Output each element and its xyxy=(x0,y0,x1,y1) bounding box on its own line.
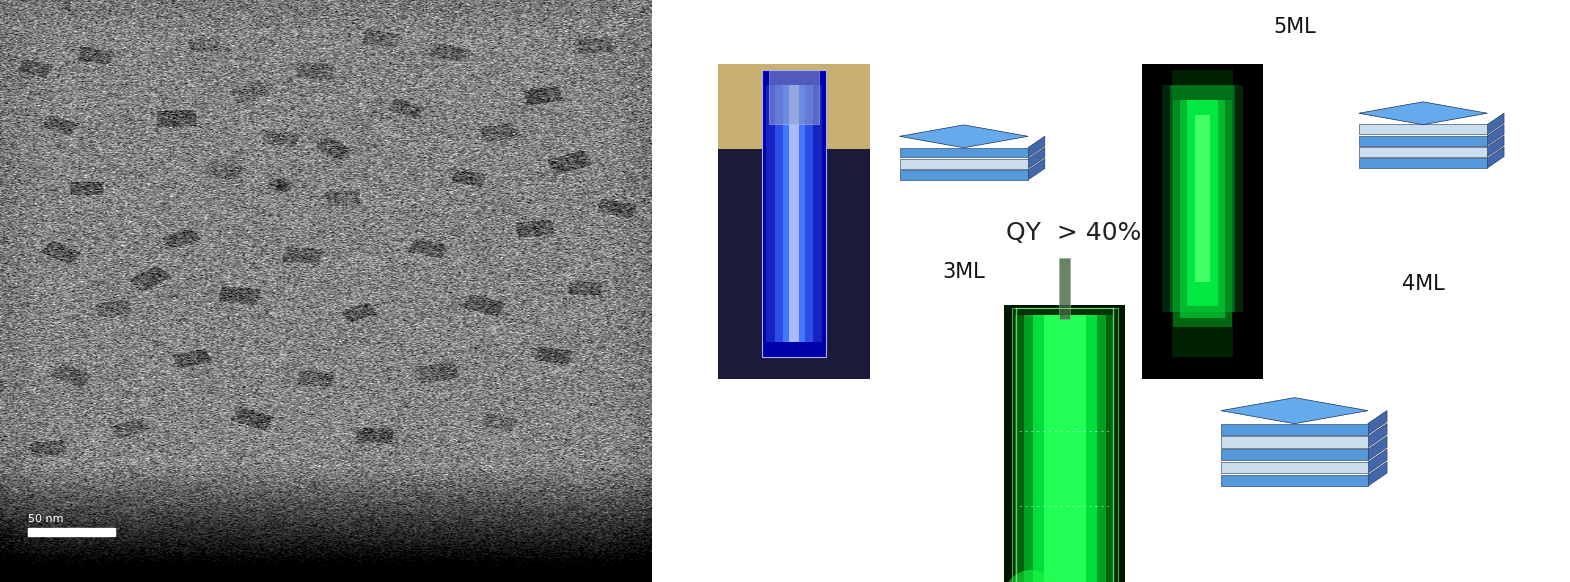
Polygon shape xyxy=(1358,125,1487,134)
Polygon shape xyxy=(1487,136,1504,157)
Polygon shape xyxy=(1358,136,1487,146)
FancyBboxPatch shape xyxy=(1170,85,1236,312)
FancyBboxPatch shape xyxy=(1024,315,1107,582)
Polygon shape xyxy=(1358,158,1487,168)
Polygon shape xyxy=(900,170,1028,180)
FancyBboxPatch shape xyxy=(1162,85,1243,312)
Polygon shape xyxy=(1487,125,1504,146)
Polygon shape xyxy=(1221,436,1367,448)
FancyBboxPatch shape xyxy=(1005,305,1126,582)
Polygon shape xyxy=(1358,147,1487,157)
Polygon shape xyxy=(1367,410,1386,435)
Polygon shape xyxy=(1358,102,1487,125)
Text: 3ML: 3ML xyxy=(942,262,986,282)
Polygon shape xyxy=(900,148,1028,157)
FancyBboxPatch shape xyxy=(1033,315,1097,582)
Polygon shape xyxy=(1487,113,1504,134)
FancyBboxPatch shape xyxy=(1173,100,1232,327)
FancyBboxPatch shape xyxy=(1195,115,1210,282)
Polygon shape xyxy=(1028,136,1044,157)
FancyBboxPatch shape xyxy=(788,85,799,342)
FancyBboxPatch shape xyxy=(766,85,821,342)
Polygon shape xyxy=(1487,147,1504,168)
FancyBboxPatch shape xyxy=(1181,100,1225,318)
FancyBboxPatch shape xyxy=(783,85,805,342)
FancyBboxPatch shape xyxy=(717,64,870,148)
Polygon shape xyxy=(1367,449,1386,473)
FancyBboxPatch shape xyxy=(769,70,820,125)
Polygon shape xyxy=(1221,424,1367,435)
Polygon shape xyxy=(1367,436,1386,460)
FancyBboxPatch shape xyxy=(1187,100,1218,306)
Polygon shape xyxy=(1221,462,1367,473)
Polygon shape xyxy=(1221,398,1367,424)
FancyBboxPatch shape xyxy=(1060,258,1071,318)
FancyBboxPatch shape xyxy=(1013,308,1118,582)
Ellipse shape xyxy=(1005,570,1060,582)
FancyBboxPatch shape xyxy=(761,70,826,357)
Polygon shape xyxy=(1028,147,1044,169)
Polygon shape xyxy=(1367,423,1386,448)
Polygon shape xyxy=(1221,449,1367,460)
Text: 50 nm: 50 nm xyxy=(28,514,64,524)
FancyBboxPatch shape xyxy=(717,64,870,378)
Polygon shape xyxy=(1367,462,1386,486)
FancyBboxPatch shape xyxy=(1044,315,1086,582)
FancyBboxPatch shape xyxy=(774,85,813,342)
Text: 5ML: 5ML xyxy=(1273,17,1316,37)
Polygon shape xyxy=(1221,475,1367,486)
FancyBboxPatch shape xyxy=(1141,64,1264,378)
Polygon shape xyxy=(900,159,1028,169)
Text: 4ML: 4ML xyxy=(1402,274,1444,293)
Polygon shape xyxy=(900,125,1028,148)
FancyBboxPatch shape xyxy=(1173,70,1232,357)
Text: QY  > 40%: QY > 40% xyxy=(1006,221,1141,245)
Polygon shape xyxy=(1028,159,1044,180)
FancyBboxPatch shape xyxy=(1016,315,1115,582)
